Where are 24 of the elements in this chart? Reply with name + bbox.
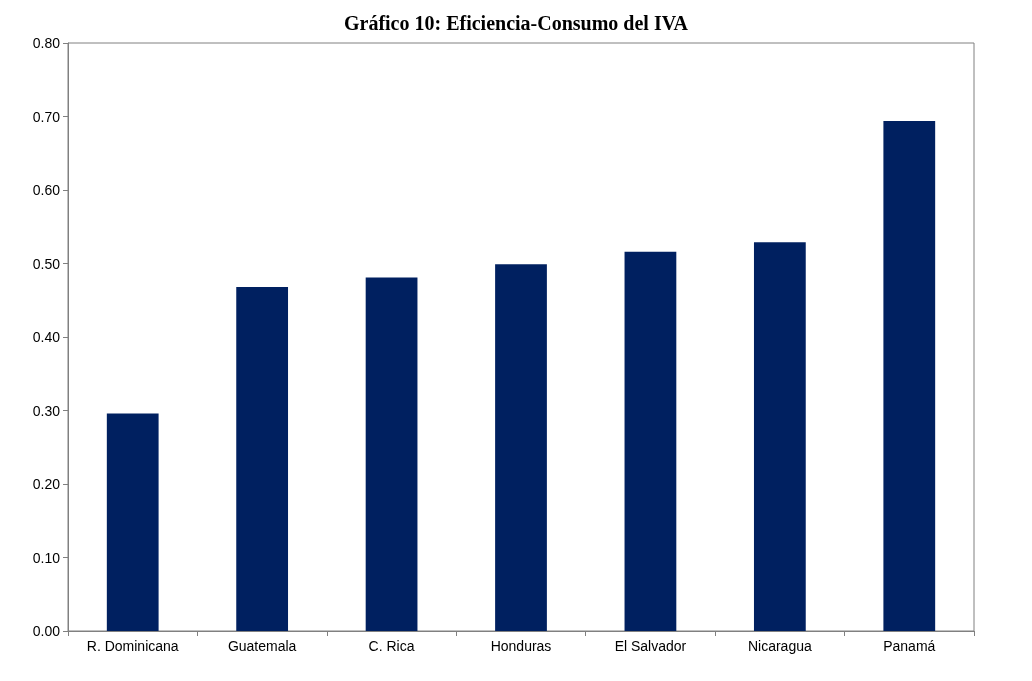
bar	[883, 120, 936, 631]
bar	[365, 277, 418, 631]
y-tick-label: 0.50	[32, 255, 61, 272]
bar	[753, 242, 806, 631]
x-tick-label: Honduras	[490, 638, 552, 654]
y-tick-label: 0.40	[32, 329, 61, 345]
chart-title: Gráfico 10: Eficiencia-Consumo del IVA	[343, 12, 689, 34]
y-tick-label: 0.10	[32, 549, 61, 566]
bar	[624, 251, 677, 631]
y-tick-label: 0.00	[32, 623, 61, 639]
bar	[236, 287, 289, 631]
y-tick-label: 0.70	[32, 108, 61, 125]
bar	[106, 413, 159, 631]
y-tick-label: 0.30	[32, 402, 61, 419]
bar	[495, 264, 547, 631]
y-tick-label: 0.80	[32, 35, 61, 51]
y-tick-label: 0.60	[32, 182, 61, 198]
y-tick-label: 0.20	[32, 476, 61, 492]
x-tick-label: Panamá	[883, 638, 936, 654]
x-tick-label: Nicaragua	[747, 638, 812, 654]
x-tick-label: C. Rica	[368, 638, 415, 654]
x-tick-label: El Salvador	[614, 638, 687, 654]
x-tick-label: Guatemala	[227, 638, 297, 654]
x-tick-label: R. Dominicana	[86, 638, 179, 654]
